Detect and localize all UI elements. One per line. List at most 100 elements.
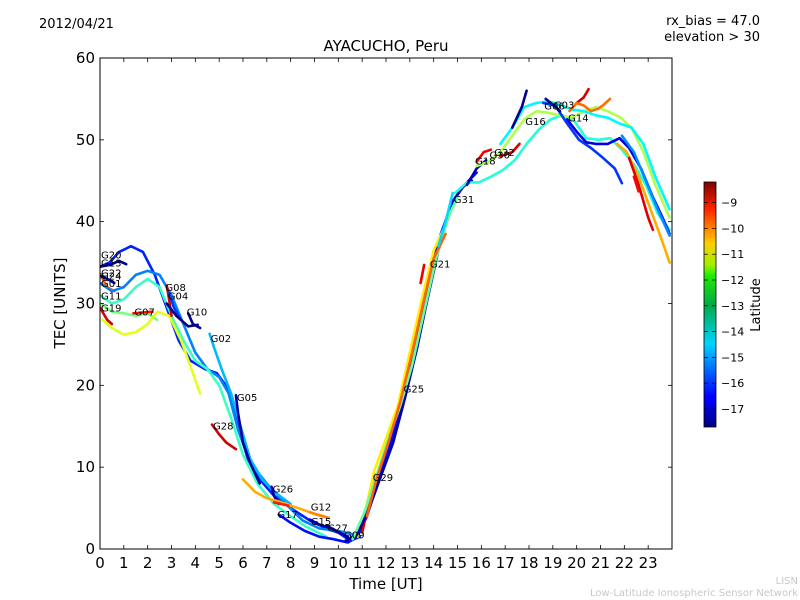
series-line-g17b bbox=[272, 501, 290, 507]
x-tick-label: 23 bbox=[639, 554, 658, 572]
satellite-label-g22: G22 bbox=[101, 268, 121, 279]
satellite-label-g02: G02 bbox=[211, 334, 231, 345]
credit-short: LISN bbox=[775, 576, 798, 587]
x-tick-label: 14 bbox=[424, 554, 443, 572]
y-tick-label: 20 bbox=[76, 376, 95, 394]
x-tick-label: 4 bbox=[191, 554, 201, 572]
x-tick-label: 3 bbox=[167, 554, 177, 572]
satellite-label-g14: G14 bbox=[568, 114, 588, 125]
series-line-g21b bbox=[365, 232, 447, 518]
series-line-g05 bbox=[234, 393, 261, 485]
satellite-label-g03: G03 bbox=[554, 101, 574, 112]
x-tick-label: 5 bbox=[214, 554, 224, 572]
satellite-label-g15: G15 bbox=[311, 517, 331, 528]
colorbar-ticks: −9 −10 −11 −12 −13 −14 −15 −16 −17 bbox=[704, 197, 744, 416]
series-line-g14g bbox=[620, 134, 671, 237]
satellite-label-g07: G07 bbox=[134, 308, 154, 319]
series-line-g10b bbox=[165, 302, 199, 328]
series-line-g16 bbox=[475, 105, 671, 219]
satellite-label-g06: G06 bbox=[544, 101, 564, 112]
x-tick-label: 22 bbox=[615, 554, 634, 572]
satellite-label-g10: G10 bbox=[187, 308, 207, 319]
series-line-g07 bbox=[101, 310, 202, 395]
satellite-label-g09: G09 bbox=[344, 530, 364, 541]
series-line-g12 bbox=[308, 510, 331, 520]
y-tick-label: 30 bbox=[76, 295, 95, 313]
elevation-label: elevation > 30 bbox=[664, 30, 760, 45]
series-line-g13 bbox=[100, 259, 128, 268]
x-tick-label: 7 bbox=[262, 554, 272, 572]
colorbar-tick-label: −16 bbox=[721, 377, 744, 390]
satellite-label-g31: G31 bbox=[454, 195, 474, 206]
y-tick-label: 40 bbox=[76, 213, 95, 231]
x-tick-label: 16 bbox=[472, 554, 491, 572]
series-line-g19 bbox=[100, 302, 159, 322]
satellite-label-g04: G04 bbox=[168, 291, 188, 302]
x-tick-label: 18 bbox=[519, 554, 538, 572]
x-tick-label: 21 bbox=[591, 554, 610, 572]
date-label: 2012/04/21 bbox=[39, 17, 114, 32]
y-tick-label: 0 bbox=[85, 540, 95, 558]
satellite-label-g08: G08 bbox=[165, 283, 185, 294]
x-tick-label: 13 bbox=[400, 554, 419, 572]
params-block: rx_bias = 47.0 elevation > 30 bbox=[664, 14, 760, 46]
satellite-label-g26: G26 bbox=[273, 484, 293, 495]
x-tick-label: 6 bbox=[238, 554, 248, 572]
satellite-label-g18: G18 bbox=[475, 156, 495, 167]
series-line-g32 bbox=[499, 142, 521, 158]
satellite-label-g13: G13 bbox=[101, 259, 121, 270]
series-layer bbox=[100, 87, 671, 544]
series-line-g01 bbox=[100, 269, 354, 536]
chart-title: AYACUCHO, Peru bbox=[323, 37, 449, 55]
series-line-g19b bbox=[100, 306, 114, 326]
satellite-label-g17: G17 bbox=[277, 510, 297, 521]
colorbar-tick-label: −14 bbox=[721, 326, 744, 339]
satellite-label-g32: G32 bbox=[494, 148, 514, 159]
colorbar-tick-label: −15 bbox=[721, 351, 744, 364]
satellite-label-g16: G16 bbox=[525, 117, 545, 128]
series-line-g28 bbox=[210, 423, 238, 451]
satellite-label-g19: G19 bbox=[101, 304, 121, 315]
series-line-g03b bbox=[544, 97, 562, 113]
y-tick-label: 50 bbox=[76, 131, 95, 149]
series-line-g07b bbox=[132, 310, 154, 315]
satellite-label-g25: G25 bbox=[404, 385, 424, 396]
series-line-g21 bbox=[419, 263, 426, 285]
series-line-g24 bbox=[100, 274, 116, 285]
colorbar-tick-label: −10 bbox=[721, 222, 744, 235]
x-tick-label: 17 bbox=[496, 554, 515, 572]
colorbar bbox=[703, 181, 717, 428]
x-tick-label: 9 bbox=[310, 554, 320, 572]
series-line-g11 bbox=[100, 277, 328, 538]
x-tick-label: 19 bbox=[543, 554, 562, 572]
x-tick-label: 15 bbox=[448, 554, 467, 572]
satellite-label-g28: G28 bbox=[213, 421, 233, 432]
series-line-g18b bbox=[475, 148, 493, 164]
series-line-g06b bbox=[510, 89, 528, 129]
axes: 0 1 2 3 4 5 6 7 8 9 10 11 12 13 14 15 16 17 18 19 20 21 22 2301… bbox=[76, 49, 672, 572]
credit-long: Low-Latitude Ionospheric Sensor Network bbox=[590, 588, 798, 599]
series-line-g27 bbox=[325, 524, 350, 538]
colorbar-label: Latitude bbox=[749, 278, 764, 332]
colorbar-tick-label: −13 bbox=[721, 300, 744, 313]
x-tick-label: 10 bbox=[329, 554, 348, 572]
y-tick-label: 10 bbox=[76, 458, 95, 476]
series-line-g06 bbox=[499, 100, 671, 211]
series-line-g02 bbox=[208, 332, 292, 506]
x-tick-label: 11 bbox=[353, 554, 372, 572]
series-line-g14b bbox=[568, 97, 612, 113]
colorbar-tick-label: −9 bbox=[721, 197, 737, 210]
satellite-label-g29: G29 bbox=[373, 473, 393, 484]
colorbar-tick-label: −17 bbox=[721, 403, 744, 416]
satellite-label-g30: G30 bbox=[489, 151, 509, 162]
y-tick-label: 60 bbox=[76, 49, 95, 67]
x-tick-label: 12 bbox=[376, 554, 395, 572]
satellite-label-g21: G21 bbox=[430, 259, 450, 270]
satellite-label-g12: G12 bbox=[311, 502, 331, 513]
satellite-label-g01: G01 bbox=[101, 279, 121, 290]
colorbar-tick-label: −11 bbox=[721, 248, 744, 261]
series-line-g04 bbox=[167, 291, 183, 322]
rx-bias-label: rx_bias = 47.0 bbox=[666, 14, 760, 29]
